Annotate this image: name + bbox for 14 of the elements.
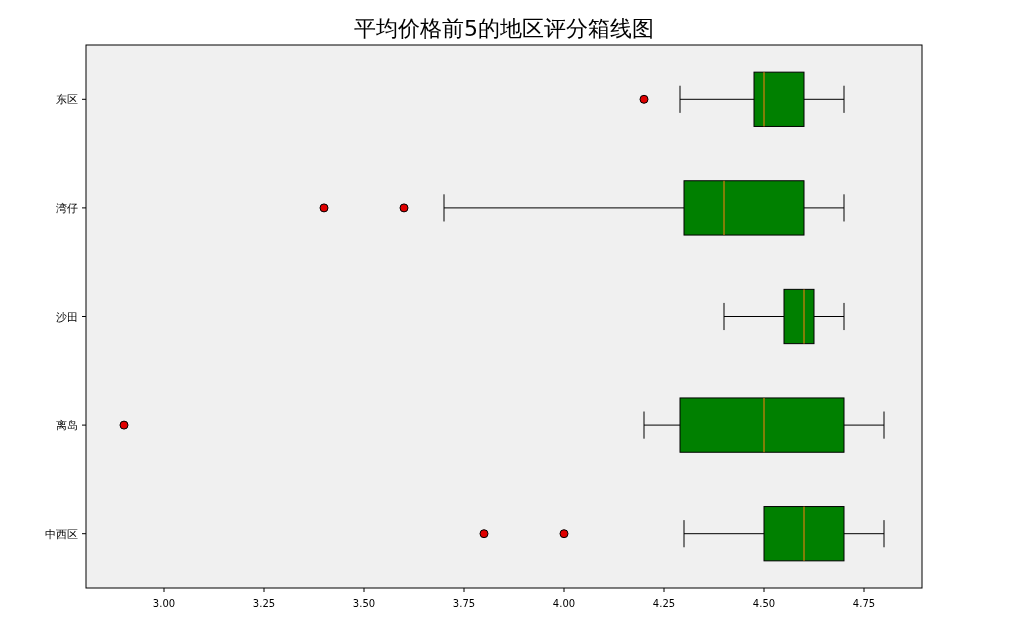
x-tick-label: 3.25 (252, 598, 276, 609)
x-tick-label: 3.50 (352, 598, 376, 609)
x-tick-label: 4.25 (652, 598, 676, 609)
x-tick-label: 3.00 (152, 598, 176, 609)
y-tick-label: 湾仔 (56, 201, 78, 215)
x-tick-label: 4.00 (552, 598, 576, 609)
y-tick-label: 离岛 (56, 419, 78, 433)
y-tick-label: 中西区 (45, 527, 78, 541)
x-tick-label: 4.50 (752, 598, 776, 609)
y-tick-label: 东区 (56, 93, 78, 107)
x-tick-label: 3.75 (452, 598, 476, 609)
y-tick-label: 沙田 (56, 310, 78, 324)
chart-title: 平均价格前5的地区评分箱线图 (354, 16, 654, 41)
x-tick-label: 4.75 (852, 598, 876, 609)
